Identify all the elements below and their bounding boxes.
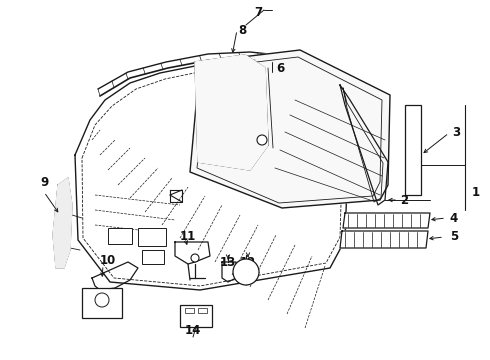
- Text: 9: 9: [40, 175, 48, 189]
- Text: 5: 5: [450, 230, 458, 243]
- Bar: [185, 308, 194, 313]
- Polygon shape: [343, 213, 430, 228]
- Circle shape: [191, 254, 199, 262]
- Text: 12: 12: [240, 256, 256, 269]
- Text: 3: 3: [452, 126, 460, 139]
- Circle shape: [95, 293, 109, 307]
- Text: 4: 4: [450, 211, 458, 225]
- Polygon shape: [340, 231, 428, 248]
- Text: 10: 10: [100, 255, 116, 267]
- Text: 2: 2: [400, 194, 408, 207]
- Text: 13: 13: [220, 256, 236, 269]
- Bar: [180, 305, 212, 327]
- Polygon shape: [53, 178, 72, 268]
- Bar: [142, 250, 164, 264]
- Bar: [405, 105, 421, 195]
- Polygon shape: [195, 55, 268, 170]
- Text: 1: 1: [472, 186, 480, 199]
- Text: 6: 6: [276, 62, 284, 75]
- Polygon shape: [190, 50, 390, 208]
- Circle shape: [257, 135, 267, 145]
- Text: 7: 7: [254, 6, 262, 19]
- Text: 11: 11: [180, 230, 196, 243]
- Text: 8: 8: [238, 23, 246, 36]
- Bar: [82, 288, 122, 318]
- Bar: [198, 308, 207, 313]
- Bar: [138, 228, 166, 246]
- Circle shape: [233, 259, 259, 285]
- Bar: [108, 228, 132, 244]
- Text: 14: 14: [185, 324, 201, 337]
